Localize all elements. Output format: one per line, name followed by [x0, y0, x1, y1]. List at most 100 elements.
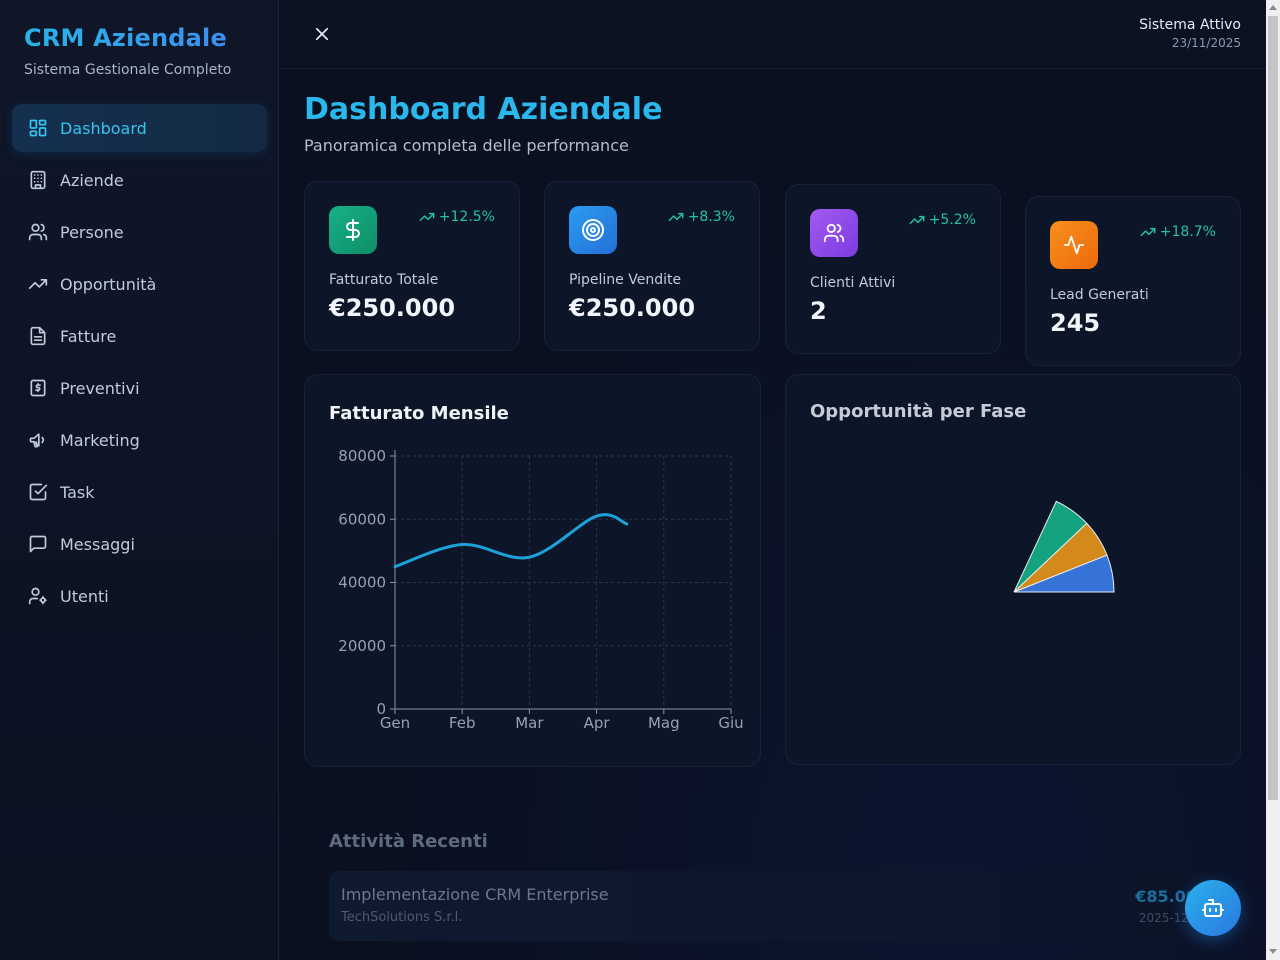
user-cog-icon [28, 586, 48, 606]
sidebar-item-label: Marketing [60, 430, 140, 450]
stat-label: Clienti Attivi [810, 275, 896, 291]
sidebar-item-label: Task [60, 482, 95, 502]
sidebar-item-aziende[interactable]: Aziende [12, 156, 267, 204]
sidebar-item-label: Preventivi [60, 378, 140, 398]
sidebar-item-label: Dashboard [60, 118, 147, 138]
activity-row[interactable]: Implementazione CRM Enterprise TechSolut… [329, 871, 1217, 941]
assistant-button[interactable] [1185, 880, 1241, 936]
sidebar-item-dashboard[interactable]: Dashboard [12, 104, 267, 152]
y-tick-label: 20000 [338, 637, 386, 655]
y-tick-label: 80000 [338, 447, 386, 465]
panel-title: Fatturato Mensile [329, 403, 509, 424]
trend-badge: +18.7% [1140, 224, 1216, 240]
sidebar-item-label: Messaggi [60, 534, 135, 554]
stat-value: €250.000 [569, 294, 696, 322]
main-content: Dashboard Aziendale Panoramica completa … [280, 70, 1266, 960]
activity-amount: €85.00 [1135, 887, 1197, 906]
y-tick-label: 40000 [338, 574, 386, 592]
trending-up-icon [28, 274, 48, 294]
stat-label: Lead Generati [1050, 287, 1149, 303]
status-title: Sistema Attivo [1139, 17, 1241, 33]
opportunity-chart-panel: Opportunità per Fase [785, 374, 1241, 765]
trend-badge: +5.2% [909, 212, 976, 228]
revenue-line-chart: 0 20000 40000 60000 80000 Gen Feb Mar Apr Mag Giu [338, 447, 743, 732]
building-icon [28, 170, 48, 190]
trend-value: +8.3% [687, 209, 735, 225]
sidebar-item-label: Utenti [60, 586, 109, 606]
activity-company: TechSolutions S.r.l. [341, 910, 463, 925]
message-icon [28, 534, 48, 554]
x-tick-label: Gen [380, 714, 410, 732]
x-tick-label: Giu [718, 714, 743, 732]
scroll-thumb[interactable] [1268, 16, 1278, 800]
activity-title: Attività Recenti [329, 831, 488, 852]
pie-slice[interactable] [1013, 500, 1088, 593]
sidebar-item-label: Persone [60, 222, 124, 242]
megaphone-icon [28, 430, 48, 450]
sidebar-item-task[interactable]: Task [12, 468, 267, 516]
sidebar-item-persone[interactable]: Persone [12, 208, 267, 256]
dashboard-icon [28, 118, 48, 138]
trend-badge: +12.5% [419, 209, 495, 225]
trending-up-icon [909, 215, 925, 225]
stat-value: 245 [1050, 309, 1101, 337]
close-icon [315, 27, 329, 41]
stat-card-pipeline: +8.3% Pipeline Vendite €250.000 [544, 181, 760, 351]
dollar-icon [329, 206, 377, 254]
opportunity-pie-chart [1013, 500, 1115, 593]
system-status: Sistema Attivo 23/11/2025 [1139, 17, 1241, 50]
sidebar: CRM Aziendale Sistema Gestionale Complet… [0, 0, 279, 960]
sidebar-item-label: Fatture [60, 326, 117, 346]
close-button[interactable] [310, 22, 334, 46]
trend-badge: +8.3% [668, 209, 735, 225]
sidebar-item-label: Aziende [60, 170, 124, 190]
panel-title: Opportunità per Fase [810, 401, 1027, 422]
trending-up-icon [668, 212, 684, 222]
y-tick-label: 60000 [338, 510, 386, 528]
trending-up-icon [419, 212, 435, 222]
trending-up-icon [1140, 227, 1156, 237]
page-subtitle: Panoramica completa delle performance [304, 136, 629, 155]
sidebar-item-fatture[interactable]: Fatture [12, 312, 267, 360]
sidebar-item-opportunita[interactable]: Opportunità [12, 260, 267, 308]
x-tick-label: Apr [584, 714, 611, 732]
bot-icon [1202, 899, 1224, 917]
stat-label: Fatturato Totale [329, 272, 439, 288]
activity-icon [1050, 221, 1098, 269]
users-icon [810, 209, 858, 257]
top-bar: Sistema Attivo 23/11/2025 [280, 0, 1266, 69]
sidebar-nav: Dashboard Aziende Persone Opportunità Fa… [12, 104, 267, 624]
sidebar-item-marketing[interactable]: Marketing [12, 416, 267, 464]
sidebar-item-preventivi[interactable]: Preventivi [12, 364, 267, 412]
trend-value: +12.5% [438, 209, 495, 225]
stat-card-leads: +18.7% Lead Generati 245 [1025, 196, 1241, 366]
page-scrollbar[interactable] [1266, 0, 1280, 960]
stat-label: Pipeline Vendite [569, 272, 682, 288]
file-icon [28, 326, 48, 346]
brand-subtitle: Sistema Gestionale Completo [24, 62, 232, 78]
stat-card-revenue: +12.5% Fatturato Totale €250.000 [304, 181, 520, 351]
trend-value: +5.2% [928, 212, 976, 228]
scroll-down-arrow[interactable] [1269, 949, 1277, 954]
scroll-up-arrow[interactable] [1269, 5, 1277, 10]
stat-value: 2 [810, 297, 827, 325]
sidebar-item-utenti[interactable]: Utenti [12, 572, 267, 620]
stat-value: €250.000 [329, 294, 456, 322]
revenue-chart-panel: Fatturato Mensile 0 20000 40000 60000 80000 G… [304, 374, 761, 767]
revenue-series-line [393, 513, 629, 569]
trend-value: +18.7% [1159, 224, 1216, 240]
brand: CRM Aziendale Sistema Gestionale Complet… [24, 24, 231, 78]
activity-name: Implementazione CRM Enterprise [341, 885, 609, 904]
page-title: Dashboard Aziendale [304, 92, 663, 127]
target-icon [569, 206, 617, 254]
x-tick-label: Mag [648, 714, 680, 732]
sidebar-item-messaggi[interactable]: Messaggi [12, 520, 267, 568]
check-square-icon [28, 482, 48, 502]
receipt-icon [28, 378, 48, 398]
x-tick-label: Mar [515, 714, 544, 732]
x-tick-label: Feb [449, 714, 476, 732]
sidebar-item-label: Opportunità [60, 274, 157, 294]
activity-date: 2025-12 [1138, 911, 1189, 925]
users-icon [28, 222, 48, 242]
status-date: 23/11/2025 [1171, 36, 1241, 50]
